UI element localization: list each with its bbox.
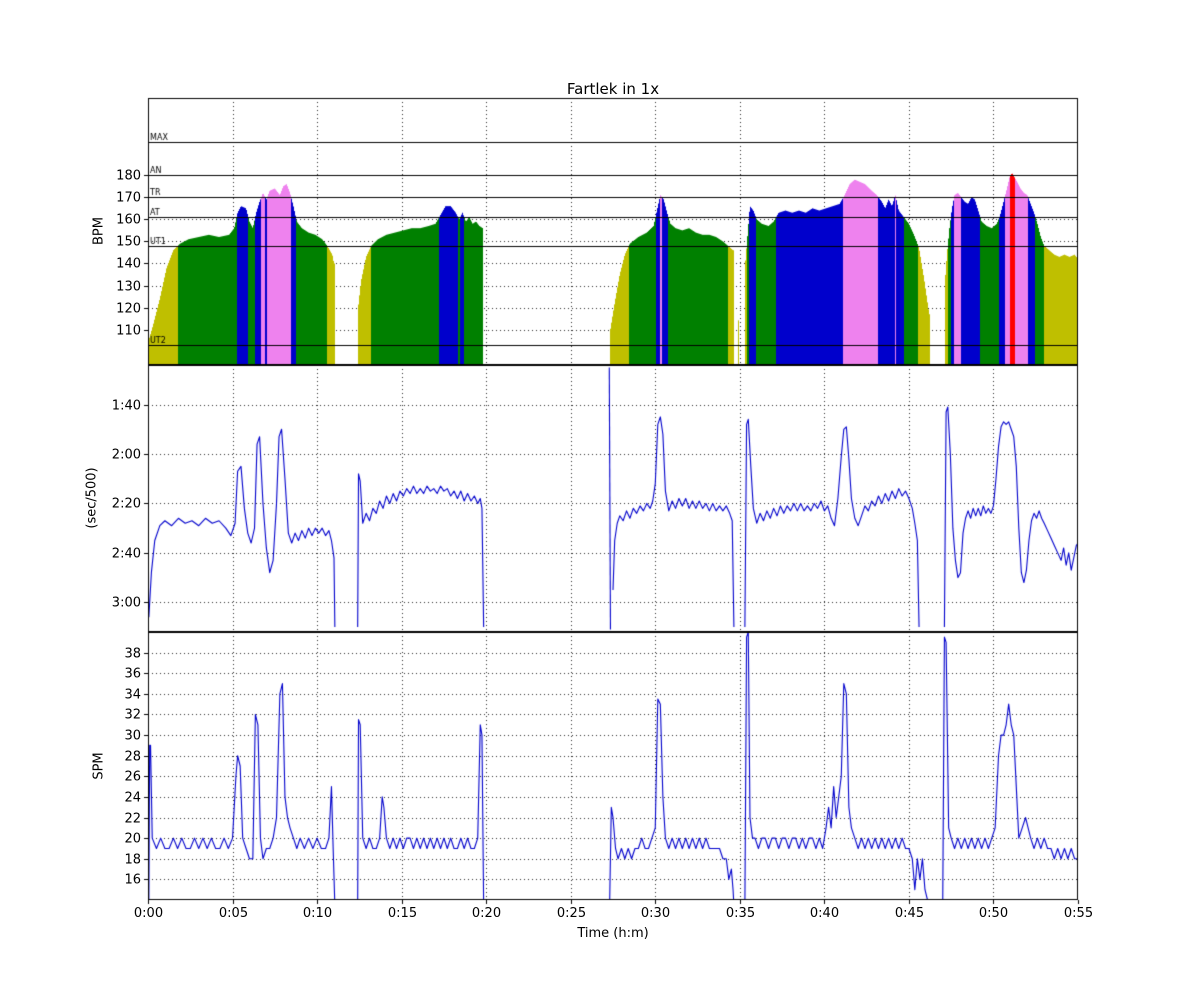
y-tick-label: 20 <box>124 831 141 846</box>
y-tick-label: 120 <box>116 301 141 316</box>
y-tick-label: 38 <box>124 646 141 661</box>
y-tick-label: 22 <box>124 811 141 826</box>
y-tick-label: 160 <box>116 212 141 227</box>
y-tick-label: 16 <box>124 872 141 887</box>
y-tick-label: 2:40 <box>111 546 141 561</box>
y-tick-label: 34 <box>124 687 141 702</box>
x-tick-label: 0:35 <box>725 906 756 921</box>
x-tick-label: 0:00 <box>133 906 164 921</box>
x-axis-label: Time (h:m) <box>577 926 649 941</box>
chart-title: Fartlek in 1x <box>566 80 660 98</box>
y-tick-label: 32 <box>124 707 141 722</box>
y-tick-label: 110 <box>116 323 141 338</box>
y-tick-label: 2:20 <box>111 496 141 511</box>
x-tick-label: 0:20 <box>471 906 502 921</box>
y-tick-label: 28 <box>124 749 141 764</box>
spm-axis-label: SPM <box>91 752 107 780</box>
y-tick-label: 30 <box>124 728 141 743</box>
y-tick-label: 24 <box>124 790 141 805</box>
y-tick-label: 3:00 <box>111 595 141 610</box>
pace-axis-label: (sec/500) <box>84 467 100 529</box>
x-tick-label: 0:55 <box>1063 906 1094 921</box>
x-tick-label: 0:15 <box>387 906 418 921</box>
x-tick-label: 0:25 <box>556 906 587 921</box>
x-tick-label: 0:05 <box>218 906 249 921</box>
y-tick-label: 36 <box>124 666 141 681</box>
y-tick-label: 180 <box>116 168 141 183</box>
y-tick-label: 140 <box>116 256 141 271</box>
y-tick-label: 26 <box>124 769 141 784</box>
x-tick-label: 0:50 <box>978 906 1009 921</box>
y-tick-label: 130 <box>116 279 141 294</box>
y-tick-label: 18 <box>124 852 141 867</box>
y-tick-label: 170 <box>116 190 141 205</box>
x-tick-label: 0:30 <box>640 906 671 921</box>
x-tick-label: 0:45 <box>894 906 925 921</box>
y-tick-label: 150 <box>116 234 141 249</box>
x-tick-label: 0:10 <box>302 906 333 921</box>
bpm-axis-label: BPM <box>91 217 107 245</box>
y-tick-label: 2:00 <box>111 447 141 462</box>
y-tick-label: 1:40 <box>111 398 141 413</box>
x-tick-label: 0:40 <box>809 906 840 921</box>
